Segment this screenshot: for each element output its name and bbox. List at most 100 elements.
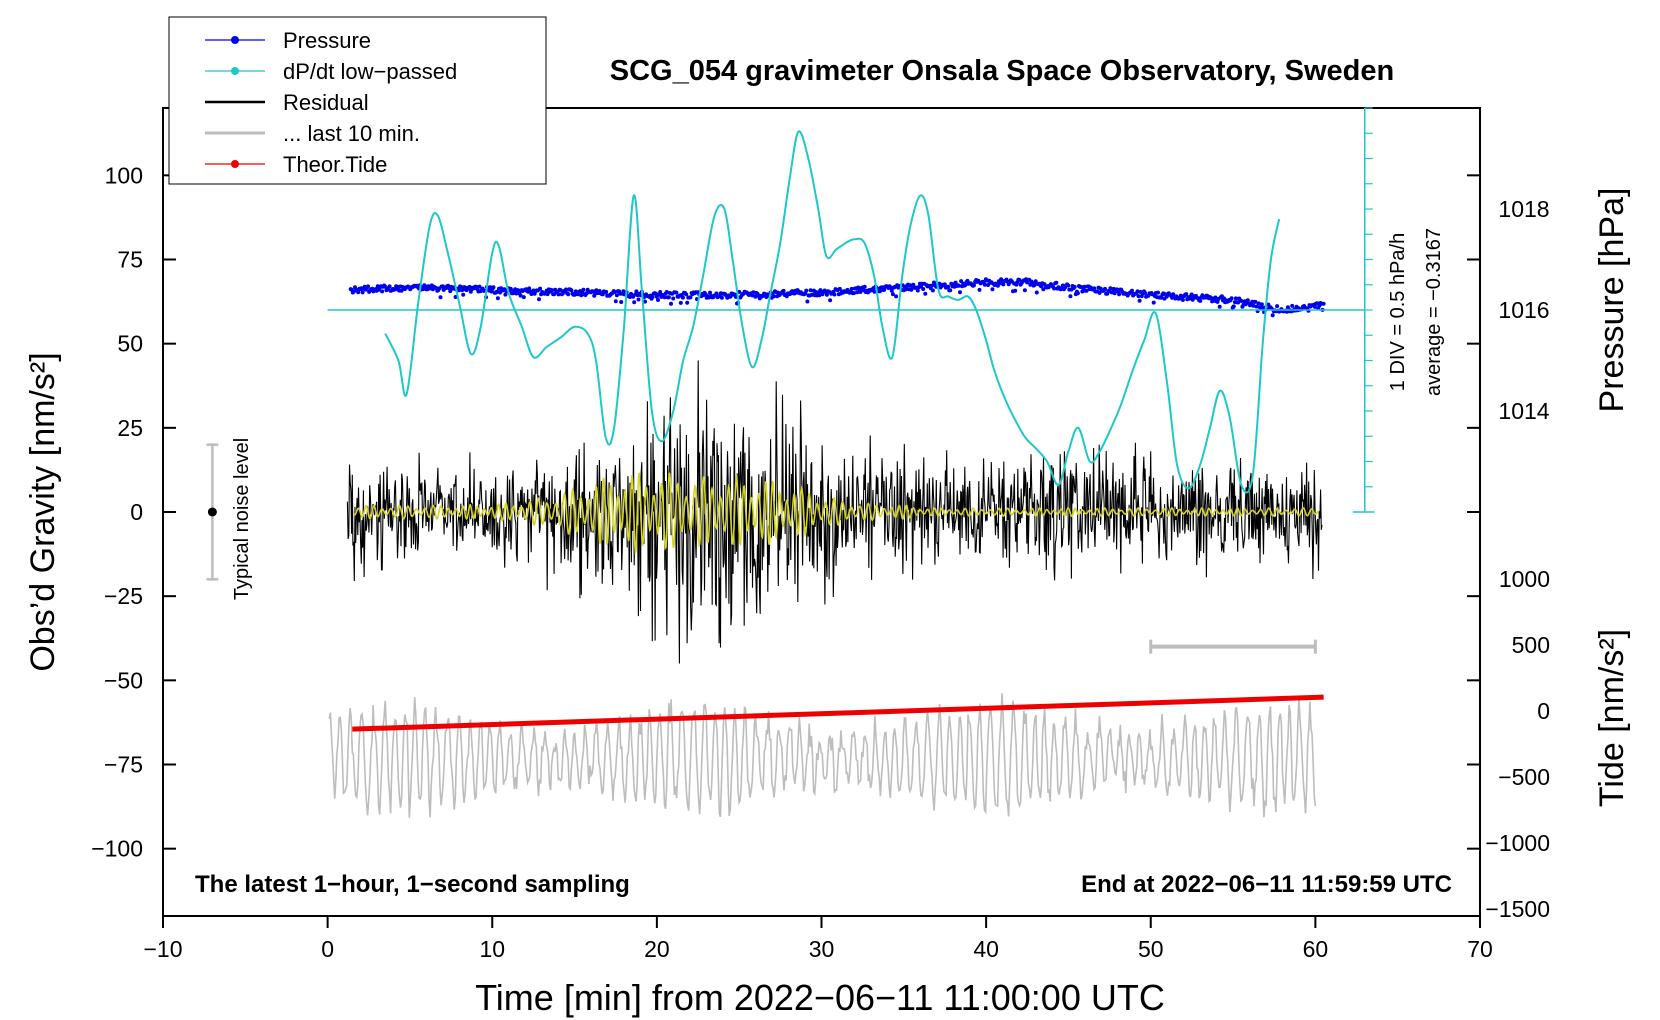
pressure-tick-1018: 1018	[1498, 196, 1549, 222]
pressure-point	[1213, 295, 1218, 300]
pressure-point	[1270, 313, 1275, 318]
pressure-point	[604, 289, 609, 294]
pressure-point	[632, 300, 637, 305]
pressure-point	[653, 291, 658, 296]
pressure-point	[494, 289, 499, 294]
legend: Pressure dP/dt low−passed Residual ... l…	[168, 16, 547, 185]
pressure-point	[1066, 283, 1071, 288]
tide-series	[352, 694, 1324, 732]
legend-item-residual: Residual	[205, 90, 369, 115]
pressure-point	[1156, 290, 1160, 295]
pressure-point	[1233, 296, 1238, 301]
pressure-point	[1039, 284, 1044, 289]
pressure-point	[656, 298, 660, 302]
y-tick-minus-25: −25	[104, 583, 1480, 609]
y-tick-50: 50	[117, 331, 1480, 357]
pressure-point	[728, 294, 733, 299]
legend-marker-tide	[231, 160, 239, 168]
pressure-point	[1136, 294, 1141, 299]
x-tick-label-10: 10	[479, 936, 505, 962]
dpdt-average-label: average = −0.3167	[1423, 228, 1445, 396]
y-tick-25: 25	[117, 415, 1480, 441]
chart-title: SCG_054 gravimeter Onsala Space Observat…	[610, 55, 1394, 87]
pressure-point	[356, 290, 361, 295]
dpdt-div-label: 1 DIV = 0.5 hPa/h	[1387, 233, 1409, 391]
pressure-point	[977, 287, 982, 292]
pressure-point	[1001, 282, 1006, 287]
y-tick-100: 100	[105, 162, 1480, 188]
x-tick-label-40: 40	[973, 936, 999, 962]
pressure-tick-1014: 1014	[1498, 398, 1549, 424]
pressure-point	[1239, 299, 1244, 303]
pressure-point	[1266, 302, 1271, 307]
pressure-point	[569, 288, 574, 293]
pressure-point	[872, 289, 877, 294]
pressure-point	[503, 292, 508, 297]
pressure-point	[781, 288, 786, 293]
y-axis-title-pressure: Pressure [hPa]	[1593, 188, 1631, 413]
pressure-point	[1034, 290, 1039, 295]
tide-tick-label-minus-500: −500	[1498, 764, 1550, 790]
pressure-point	[1178, 293, 1183, 298]
pressure-point	[495, 296, 500, 301]
pressure-point	[1256, 301, 1261, 306]
pressure-point	[1117, 292, 1122, 297]
legend-item-pressure: Pressure	[205, 28, 371, 53]
pressure-point	[771, 294, 776, 299]
pressure-point	[1068, 294, 1073, 299]
pressure-point	[664, 290, 669, 294]
x-tick-30: 30	[809, 916, 834, 962]
last10-line	[328, 693, 1317, 818]
pressure-point	[828, 298, 833, 303]
legend-label-tide: Theor.Tide	[283, 152, 387, 177]
y-tick-label-50: 50	[117, 331, 143, 357]
pressure-point	[1092, 286, 1097, 291]
tide-tick-label-0: 0	[1537, 698, 1550, 724]
pressure-point	[958, 290, 962, 295]
pressure-axis: 1018 1016 1014	[1498, 196, 1549, 424]
pressure-point	[685, 300, 690, 305]
pressure-point	[990, 287, 995, 292]
x-tick-label-70: 70	[1467, 936, 1493, 962]
pressure-point	[817, 293, 822, 298]
pressure-point	[634, 289, 639, 294]
pressure-point	[837, 286, 842, 291]
pressure-point	[581, 287, 586, 292]
pressure-point	[380, 289, 385, 294]
pressure-point	[972, 283, 976, 288]
pressure-point	[550, 288, 554, 293]
pressure-point	[1017, 278, 1022, 282]
pressure-point	[915, 288, 920, 293]
pressure-point	[566, 292, 571, 297]
pressure-point	[1159, 295, 1164, 300]
pressure-point	[658, 290, 663, 294]
pressure-point	[1198, 298, 1203, 303]
pressure-point	[1084, 288, 1089, 293]
pressure-point	[579, 293, 584, 298]
x-tick-label-0: 0	[321, 936, 334, 962]
x-tick-label-20: 20	[644, 936, 670, 962]
pressure-point	[1082, 284, 1087, 289]
pressure-point	[1231, 304, 1236, 309]
pressure-point	[514, 291, 519, 296]
tide-tick-label-minus-1000: −1000	[1485, 830, 1550, 856]
pressure-point	[678, 300, 683, 305]
pressure-point	[1229, 296, 1234, 301]
pressure-point	[461, 292, 466, 297]
pressure-point	[516, 288, 521, 293]
tide-tick-1000: 1000	[1499, 566, 1550, 592]
tide-tick-500: 500	[1512, 632, 1550, 658]
y-tick-label-minus-25: −25	[104, 583, 143, 609]
pressure-point	[477, 284, 482, 289]
pressure-point	[849, 286, 854, 291]
y-tick-75: 75	[117, 247, 1480, 273]
pressure-tick-label-1018: 1018	[1498, 196, 1549, 222]
pressure-point	[459, 284, 464, 289]
pressure-point	[1032, 282, 1037, 287]
pressure-point	[804, 288, 809, 293]
pressure-point	[1290, 303, 1295, 308]
pressure-point	[1022, 288, 1027, 293]
pressure-point	[521, 295, 526, 300]
pressure-point	[921, 287, 926, 291]
pressure-point	[688, 295, 693, 300]
